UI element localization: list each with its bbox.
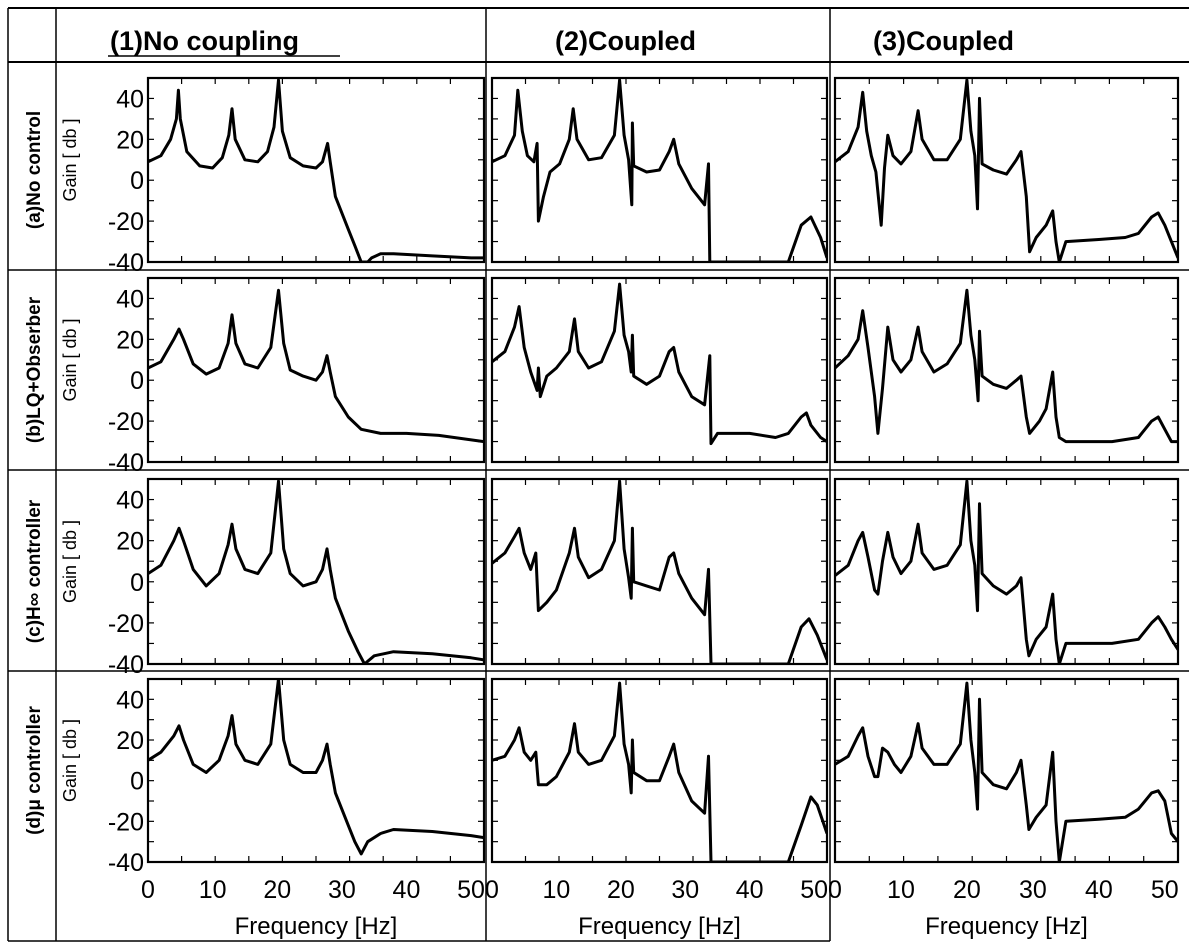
row-label-4: (d)μ controller [24,706,45,835]
figure-frame [7,7,1189,942]
gain-curve [835,681,1178,862]
x-axis-label-col-3: Frequency [Hz] [925,913,1088,940]
y-tick-label: -40 [108,449,144,477]
column-header-2: (2)Coupled [555,26,696,56]
panel-r1-c1 [146,76,486,264]
x-axis-label-col-2: Frequency [Hz] [578,913,741,940]
panel-grid [146,76,1180,864]
y-tick-label: 0 [130,367,144,395]
y-tick-label: 0 [130,167,144,195]
row-labels: (a)No control Gain [ db ] (b)LQ+Obserber Ga… [24,111,80,835]
panel-border [490,477,829,666]
column-headers: (1)No coupling (2)Coupled (3)Coupled [108,26,1014,57]
panel-r2-c3 [833,276,1180,464]
panel-r4-c3 [833,677,1180,864]
x-tick-label: 20 [953,876,981,904]
gain-curve [835,288,1178,444]
panel-r3-c3 [833,477,1180,666]
gain-curve [492,282,827,446]
y-tick-label: 20 [116,727,144,755]
gain-curve [148,679,484,856]
x-tick-label: 20 [263,876,291,904]
panel-border [490,276,829,464]
x-tick-label: 20 [607,876,635,904]
panel-border [833,76,1180,264]
x-tick-label: 30 [328,876,356,904]
gain-curve [492,78,827,262]
x-tick-label: 10 [199,876,227,904]
y-tick-label: -40 [108,249,144,277]
panel-r2-c2 [490,276,829,464]
panel-border [833,276,1180,464]
panel-border [833,677,1180,864]
y-axis-label-row-1: Gain [ db ] [60,118,80,201]
y-tick-label: 40 [116,285,144,313]
y-tick-label: 40 [116,487,144,515]
gain-curve [492,681,827,862]
y-tick-label: -20 [108,408,144,436]
x-tick-label: 0 [141,876,155,904]
x-tick-label: 10 [543,876,571,904]
panel-r3-c1 [146,477,486,666]
x-tick-label: 10 [887,876,915,904]
x-axis-label-col-1: Frequency [Hz] [235,913,398,940]
x-tick-label: 40 [393,876,421,904]
y-tick-label: 20 [116,126,144,154]
gain-curve [148,479,484,664]
y-tick-label: 20 [116,528,144,556]
gain-curve [835,78,1178,262]
y-tick-label: 0 [130,768,144,796]
column-header-3: (3)Coupled [873,26,1014,56]
y-tick-label: 20 [116,326,144,354]
panel-border [490,677,829,864]
y-tick-label: -40 [108,651,144,679]
x-tick-label: 50 [1151,876,1179,904]
panel-r1-c2 [490,76,829,264]
row-label-3: (c)H∞ controller [24,499,45,643]
y-tick-label: 40 [116,686,144,714]
panel-border [146,477,486,666]
x-tick-label: 30 [671,876,699,904]
y-axis-label-row-4: Gain [ db ] [60,719,80,802]
column-header-1: (1)No coupling [110,26,299,56]
gain-curve [148,78,484,262]
row-label-1: (a)No control [24,111,45,229]
panel-r4-c2 [490,677,829,864]
panel-border [833,477,1180,666]
panel-r1-c3 [833,76,1180,264]
y-tick-label: -20 [108,208,144,236]
gain-curve [835,479,1178,664]
y-tick-label: -20 [108,610,144,638]
gain-curve [148,288,484,444]
row-label-2: (b)LQ+Obserber [24,296,45,443]
y-axis-label-row-3: Gain [ db ] [60,520,80,603]
x-tick-label: 40 [1085,876,1113,904]
x-tick-label: 50 [800,876,828,904]
panel-r3-c2 [490,477,829,666]
x-tick-label: 50 [457,876,485,904]
x-axis-labels: 40 20 0 -20 -40 40 20 0 -20 -40 40 20 0 -20 -40 40 20 0 -2… [108,85,1179,940]
y-tick-label: 40 [116,85,144,113]
x-tick-label: 40 [736,876,764,904]
panel-r4-c1 [146,677,486,864]
y-tick-label: -40 [108,849,144,877]
x-tick-label: 0 [485,876,499,904]
y-tick-label: 0 [130,569,144,597]
y-tick-label: -20 [108,808,144,836]
y-axis-label-row-2: Gain [ db ] [60,318,80,401]
x-tick-label: 0 [828,876,842,904]
panel-border [146,76,486,264]
x-tick-label: 30 [1019,876,1047,904]
panel-r2-c1 [146,276,486,464]
gain-curve [492,479,827,664]
